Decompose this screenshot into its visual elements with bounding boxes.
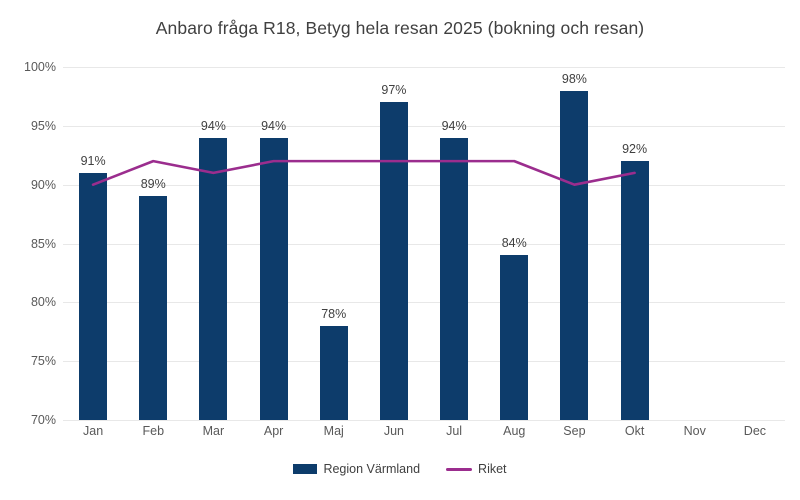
bar[interactable] bbox=[79, 172, 108, 420]
gridline bbox=[63, 302, 785, 304]
legend-item[interactable]: Riket bbox=[446, 462, 507, 476]
y-axis-tick-label: 80% bbox=[30, 295, 56, 310]
bar-series-region-varmland bbox=[63, 67, 785, 420]
legend-label: Riket bbox=[478, 462, 507, 476]
x-axis-tick-label: Okt bbox=[624, 424, 645, 438]
legend-bar-swatch-icon bbox=[293, 464, 318, 474]
bar[interactable] bbox=[319, 325, 348, 420]
chart-legend: Region Värmland Riket bbox=[0, 462, 800, 476]
bar[interactable] bbox=[620, 161, 649, 420]
y-axis-tick-label: 90% bbox=[30, 177, 56, 192]
bar-value-label: 94% bbox=[261, 118, 287, 133]
gridlines bbox=[63, 67, 785, 421]
riket-line-path bbox=[91, 159, 636, 186]
bar-value-label: 94% bbox=[441, 118, 467, 133]
x-axis-tick-label: Nov bbox=[683, 424, 706, 438]
bar-value-label: 94% bbox=[200, 118, 226, 133]
bar-value-label: 84% bbox=[501, 236, 527, 251]
gridline bbox=[63, 420, 785, 421]
line-series-riket bbox=[63, 67, 785, 420]
bar-value-label: 97% bbox=[381, 83, 407, 98]
y-axis-tick-label: 85% bbox=[30, 236, 56, 251]
legend-label: Region Värmland bbox=[323, 462, 421, 476]
y-axis-tick-label: 75% bbox=[30, 354, 56, 369]
y-axis-tick-label: 100% bbox=[24, 60, 56, 74]
bar[interactable] bbox=[259, 137, 288, 420]
x-axis-tick-label: Jun bbox=[383, 424, 404, 438]
x-axis-tick-label: Mar bbox=[202, 424, 225, 438]
bar-value-label: 78% bbox=[321, 306, 347, 321]
gridline bbox=[63, 125, 785, 127]
legend-line-swatch-icon bbox=[446, 467, 473, 471]
x-axis-tick-label: Aug bbox=[503, 424, 526, 438]
y-axis-tick-label: 70% bbox=[30, 413, 56, 427]
bar-value-label: 92% bbox=[622, 142, 648, 157]
bar-value-label: 98% bbox=[561, 71, 587, 86]
bar[interactable] bbox=[379, 102, 408, 420]
legend-item[interactable]: Region Värmland bbox=[293, 462, 420, 476]
bar-value-labels: 91% 89% 94% 94% 78% 97% 94% 84% 98% 92% bbox=[63, 67, 785, 420]
x-axis: Jan Feb Mar Apr Maj Jun Jul Aug Sep Okt Nov Dec bbox=[63, 424, 785, 448]
x-axis-tick-label: Jan bbox=[83, 424, 104, 438]
bar[interactable] bbox=[500, 255, 529, 420]
y-axis: 100% 95% 90% 85% 80% 75% 70% bbox=[0, 60, 56, 427]
gridline bbox=[63, 243, 785, 245]
bar[interactable] bbox=[440, 137, 469, 420]
x-axis-tick-label: Apr bbox=[263, 424, 284, 438]
gridline bbox=[63, 67, 785, 68]
bar-value-label: 91% bbox=[80, 153, 106, 168]
plot-area: 91% 89% 94% 94% 78% 97% 94% 84% 98% 92% bbox=[63, 67, 785, 421]
bar-value-label: 89% bbox=[140, 177, 166, 192]
bar[interactable] bbox=[199, 137, 228, 420]
gridline bbox=[63, 184, 785, 186]
bar[interactable] bbox=[560, 90, 589, 420]
x-axis-tick-label: Dec bbox=[743, 424, 767, 438]
x-axis-tick-label: Sep bbox=[563, 424, 586, 438]
x-axis-tick-label: Maj bbox=[323, 424, 344, 438]
bar[interactable] bbox=[139, 196, 168, 420]
x-axis-tick-label: Jul bbox=[446, 424, 463, 438]
gridline bbox=[63, 361, 785, 363]
y-axis-tick-label: 95% bbox=[30, 118, 56, 133]
x-axis-tick-label: Feb bbox=[142, 424, 165, 438]
chart-title: Anbaro fråga R18, Betyg hela resan 2025 … bbox=[155, 18, 645, 38]
